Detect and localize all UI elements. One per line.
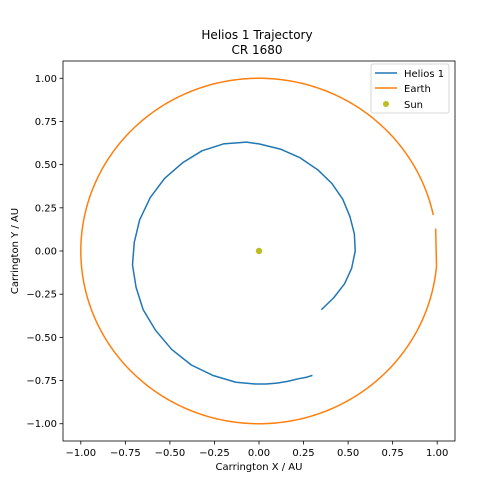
y-tick-label: −0.25 — [26, 290, 57, 301]
x-tick-label: −0.50 — [155, 448, 186, 459]
earth-orbit-line — [80, 77, 438, 425]
x-axis-label: Carrington X / AU — [216, 462, 303, 473]
x-tick-label: 1.00 — [426, 448, 448, 459]
x-tick-label: 0.00 — [248, 448, 270, 459]
x-tick-label: −0.25 — [199, 448, 230, 459]
chart-subtitle: CR 1680 — [231, 43, 282, 57]
y-tick-label: 0.25 — [35, 203, 57, 214]
sun-point — [255, 247, 263, 255]
legend-box — [370, 63, 450, 114]
legend-label-earth: Earth — [404, 84, 431, 95]
chart-title: Helios 1 Trajectory — [201, 28, 312, 42]
x-tick-label: −0.75 — [110, 448, 141, 459]
y-axis-label: Carrington Y / AU — [10, 208, 21, 294]
x-tick-label: 0.50 — [337, 448, 359, 459]
y-tick-label: −0.75 — [26, 376, 57, 387]
legend-label-helios-1: Helios 1 — [404, 69, 444, 80]
tick-layer: −1.00 −0.75 −0.50 −0.25 0.00 0.25 0.50 0.75 1.00… — [26, 74, 448, 459]
x-tick-label: −1.00 — [65, 448, 96, 459]
legend: Helios 1 Earth Sun — [370, 63, 450, 114]
y-tick-label: −0.50 — [26, 333, 57, 344]
helios-1-trajectory-line — [131, 141, 356, 385]
y-tick-label: 0.00 — [35, 247, 57, 258]
x-tick-label: 0.25 — [292, 448, 314, 459]
plot-frame — [62, 60, 456, 442]
y-tick-label: −1.00 — [26, 419, 57, 430]
y-tick-label: 0.75 — [35, 117, 57, 128]
y-tick-label: 0.50 — [35, 160, 57, 171]
legend-swatch-sun — [383, 101, 389, 107]
y-tick-label: 1.00 — [35, 74, 57, 85]
legend-label-sun: Sun — [404, 100, 423, 111]
series-layer — [80, 77, 438, 425]
x-tick-label: 0.75 — [382, 448, 404, 459]
